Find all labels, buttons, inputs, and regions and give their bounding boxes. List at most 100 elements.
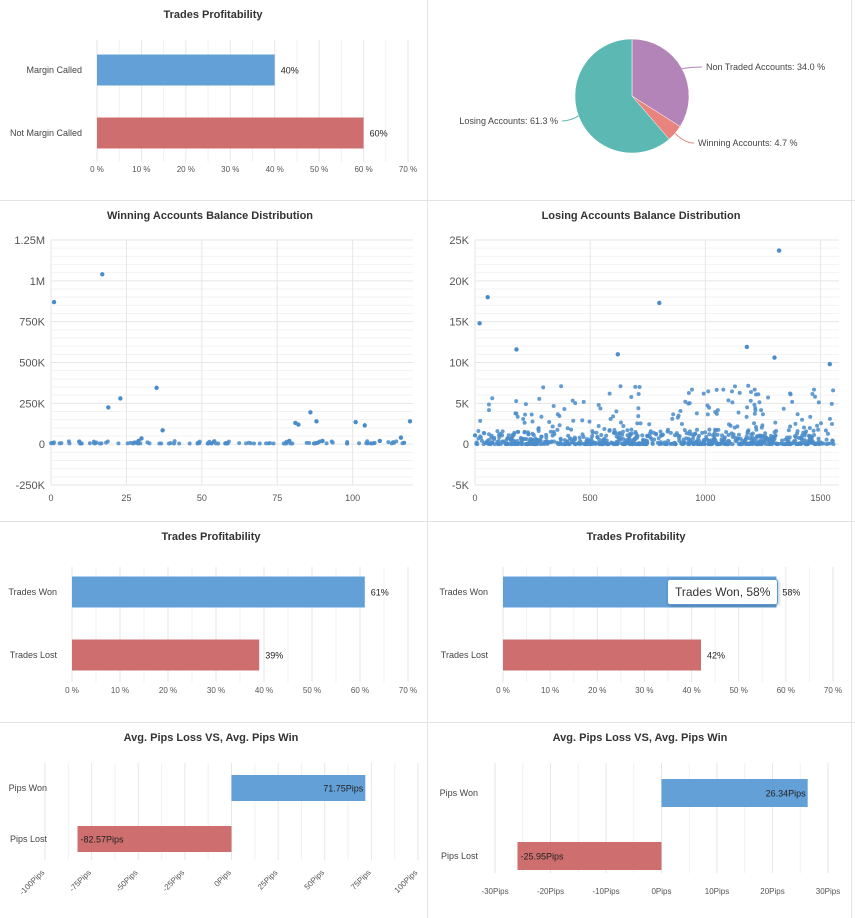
data-point [213, 441, 218, 446]
x-tick-label: 10 % [111, 686, 129, 695]
y-tick-label: 1.25M [14, 235, 45, 247]
data-point [533, 436, 538, 441]
chart-title: Trades Profitability [161, 531, 261, 543]
y-tick-label: -250K [16, 480, 46, 492]
data-point [478, 434, 483, 439]
data-point [812, 387, 817, 392]
data-point [786, 438, 791, 443]
row-divider [0, 722, 855, 723]
data-point [67, 441, 72, 446]
data-point [795, 429, 800, 434]
data-point [709, 441, 714, 446]
data-point [720, 433, 725, 438]
data-point [641, 437, 646, 442]
data-point [621, 424, 626, 429]
data-point [682, 428, 687, 433]
data-point [753, 406, 758, 411]
data-point [668, 430, 673, 435]
pips-comparison-chart-left: -100Pips -75Pips -50Pips -25Pips 0Pips 25Pips… [0, 723, 427, 918]
y-tick-label: 0 [39, 439, 45, 451]
data-point [655, 440, 660, 445]
bar-trades-lost [503, 639, 701, 671]
value-label: -25.95Pips [520, 852, 564, 862]
data-point [533, 442, 538, 447]
data-point [515, 414, 520, 419]
data-point [760, 437, 765, 442]
data-point [398, 435, 404, 440]
data-point [168, 441, 173, 446]
x-tick-label: -25Pips [161, 868, 187, 894]
data-point [752, 411, 757, 416]
data-point [498, 432, 503, 437]
data-point [637, 442, 642, 447]
data-point [744, 344, 750, 350]
data-point [136, 438, 141, 444]
data-point [172, 439, 177, 444]
data-point [772, 430, 777, 435]
category-label: Trades Won [439, 587, 488, 597]
data-point [237, 441, 242, 446]
data-point [816, 427, 821, 432]
data-point [774, 442, 779, 447]
data-point [523, 402, 528, 407]
data-point [571, 418, 576, 423]
x-tick-label: 1500 [811, 493, 831, 503]
data-point [530, 419, 535, 424]
x-tick-label: -50Pips [114, 868, 140, 894]
data-point [541, 385, 546, 390]
data-point [730, 435, 735, 440]
data-point [590, 429, 595, 434]
bar-not-margin-called [97, 117, 364, 149]
data-point [615, 352, 621, 357]
data-point [693, 431, 698, 436]
data-point [781, 406, 786, 411]
data-point [727, 439, 732, 444]
data-point [736, 410, 741, 415]
data-point [614, 434, 619, 439]
data-point [658, 429, 663, 434]
x-tick-label: 50Pips [302, 868, 326, 892]
data-point [746, 383, 751, 388]
category-label: Trades Lost [10, 650, 58, 660]
category-label: Not Margin Called [10, 128, 82, 138]
data-point [625, 433, 630, 438]
data-point [744, 414, 749, 419]
data-point [633, 384, 638, 389]
x-tick-label: 60 % [354, 165, 372, 174]
data-point [726, 398, 731, 403]
data-point [377, 438, 383, 444]
data-point [486, 441, 491, 446]
data-point [618, 384, 623, 389]
x-tick-label: 500 [583, 493, 598, 503]
data-point [257, 441, 262, 446]
data-point [592, 440, 597, 445]
data-point [790, 399, 795, 404]
data-point [746, 441, 751, 446]
data-point [483, 440, 488, 445]
data-point [509, 436, 514, 441]
value-label: 71.75Pips [323, 784, 364, 794]
x-tick-label: 0 [472, 493, 477, 503]
data-point [767, 439, 772, 444]
data-point [749, 441, 754, 446]
data-point [802, 438, 807, 443]
accounts-pie-chart: Non Traded Accounts: 34.0 % Winning Accou… [428, 0, 851, 200]
data-point [100, 272, 105, 277]
data-point [745, 405, 750, 410]
data-point [268, 441, 273, 446]
data-point [79, 441, 84, 446]
bar-pips-won [661, 779, 808, 807]
data-point [530, 431, 535, 436]
y-tick-label: 1M [30, 276, 45, 288]
data-point [522, 436, 527, 441]
data-point [177, 441, 182, 446]
data-point [537, 396, 542, 401]
data-point [99, 441, 104, 446]
data-point [807, 426, 812, 431]
data-point [511, 441, 516, 446]
data-point [726, 432, 731, 437]
data-point [607, 391, 612, 396]
data-point [707, 427, 712, 432]
data-point [701, 391, 706, 396]
data-point [776, 248, 782, 253]
